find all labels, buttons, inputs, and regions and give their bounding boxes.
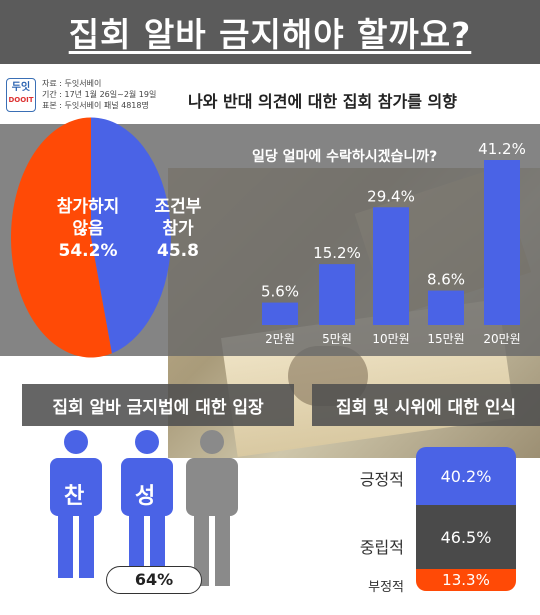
pie-label-line1: 조건부 <box>154 197 202 217</box>
perception-label-neutral: 중립적 <box>359 538 404 557</box>
perception-segment-positive: 40.2% <box>416 447 516 505</box>
logo-bottom-text: DOOIT <box>8 96 34 104</box>
perception-label-positive: 긍정적 <box>359 470 404 489</box>
bar-chart-question: 일당 얼마에 수락하시겠습니까? <box>252 149 438 165</box>
bar-value-label: 8.6% <box>427 271 465 289</box>
bar <box>262 302 298 325</box>
dooit-logo: 두잇 DOOIT <box>6 78 36 112</box>
pie-label-no: 참가하지 않음 54.2% <box>48 196 128 262</box>
bar-value-label: 5.6% <box>261 283 299 301</box>
pie-slice-conditional <box>91 117 171 354</box>
bar <box>484 160 520 325</box>
period-line: 기간 : 17년 1월 26일~2월 19일 <box>42 90 157 99</box>
bar-category-label: 15만원 <box>427 332 464 346</box>
support-percentage: 64% <box>106 566 202 594</box>
bar-category-label: 10만원 <box>372 332 409 346</box>
bar-category-label: 20만원 <box>483 332 520 346</box>
source-line: 자료 : 두잇서베이 <box>42 79 102 88</box>
section-header-ban-law: 집회 알바 금지법에 대한 입장 <box>22 384 294 426</box>
bar <box>373 207 409 325</box>
source-lines: 자료 : 두잇서베이 기간 : 17년 1월 26일~2월 19일 표본 : 두… <box>42 78 156 111</box>
person-char-2: 성 <box>135 484 156 509</box>
perception-segment-neutral: 46.5% <box>416 505 516 569</box>
pie-slice-no <box>10 117 112 358</box>
bar-value-label: 41.2% <box>478 140 526 158</box>
bar-category-label: 2만원 <box>265 332 295 346</box>
person-icon-blue-2 <box>121 430 173 578</box>
perception-segment-negative: 13.3% <box>416 569 516 591</box>
header-banner: 집회 알바 금지해야 할까요? <box>0 0 540 64</box>
pie-label-conditional: 조건부 참가 45.8 <box>138 196 218 262</box>
logo-top-text: 두잇 <box>11 82 31 93</box>
pie-value: 54.2% <box>58 241 118 261</box>
source-block: 두잇 DOOIT 자료 : 두잇서베이 기간 : 17년 1월 26일~2월 1… <box>6 78 156 112</box>
pie-label-line2: 않음 <box>72 219 104 239</box>
pie-label-line2: 참가 <box>162 219 194 239</box>
page-title: 집회 알바 금지해야 할까요? <box>68 15 472 54</box>
person-icon-gray <box>186 430 238 586</box>
section-header-perception: 집회 및 시위에 대한 인식 <box>312 384 540 426</box>
bar-value-label: 15.2% <box>313 244 361 262</box>
sample-line: 표본 : 두잇서베이 패널 4818명 <box>42 101 149 110</box>
pie-value: 45.8 <box>157 241 199 261</box>
bar <box>428 290 464 325</box>
perception-stacked-bar: 40.2% 46.5% 13.3% <box>416 447 516 591</box>
perception-label-negative: 부정적 <box>368 580 404 595</box>
bar-value-label: 29.4% <box>367 187 415 205</box>
person-icon-blue-1 <box>50 430 102 578</box>
person-char-1: 찬 <box>64 484 85 509</box>
bar <box>319 264 355 325</box>
pie-chart <box>10 117 171 358</box>
pie-label-line1: 참가하지 <box>56 197 120 217</box>
chart-subtitle: 나와 반대 의견에 대한 집회 참가를 의향 <box>188 92 457 111</box>
bar-category-label: 5만원 <box>322 332 352 346</box>
